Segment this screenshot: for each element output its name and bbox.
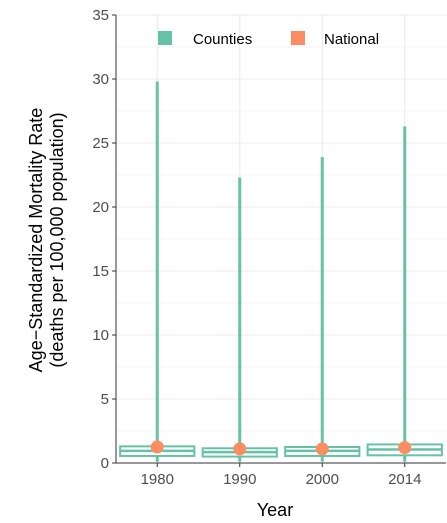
point-national-2000 (315, 442, 329, 456)
x-axis: 1980 1990 2000 2014 (116, 462, 446, 488)
y-tick-label-20: 20 (92, 199, 109, 216)
point-national-1980 (150, 440, 164, 454)
y-tick-label-5: 5 (101, 391, 109, 408)
points-series-national (150, 440, 412, 456)
point-national-1990 (233, 442, 247, 456)
y-tick-label-10: 10 (92, 327, 109, 344)
legend-key-counties (158, 31, 172, 45)
y-tick-label-35: 35 (92, 7, 109, 24)
minor-gridlines (116, 46, 446, 432)
y-tick-label-30: 30 (92, 71, 109, 88)
legend-key-national (291, 31, 305, 45)
y-axis-title-line2: (deaths per 100,000 population) (47, 112, 67, 367)
legend: Counties National (158, 31, 379, 48)
y-tick-label-15: 15 (92, 263, 109, 280)
legend-label-national: National (324, 31, 379, 48)
y-axis: 0 5 10 15 20 25 30 35 (92, 7, 117, 472)
x-tick-label-1990: 1990 (223, 471, 256, 488)
x-tick-label-2000: 2000 (306, 471, 339, 488)
legend-label-counties: Counties (193, 31, 252, 48)
x-axis-title: Year (257, 500, 293, 520)
y-tick-label-25: 25 (92, 135, 109, 152)
x-tick-label-2014: 2014 (388, 471, 421, 488)
x-tick-label-1980: 1980 (141, 471, 174, 488)
y-axis-title-line1: Age−Standardized Mortality Rate (26, 108, 46, 373)
y-tick-label-0: 0 (101, 455, 109, 472)
point-national-2014 (398, 441, 412, 455)
